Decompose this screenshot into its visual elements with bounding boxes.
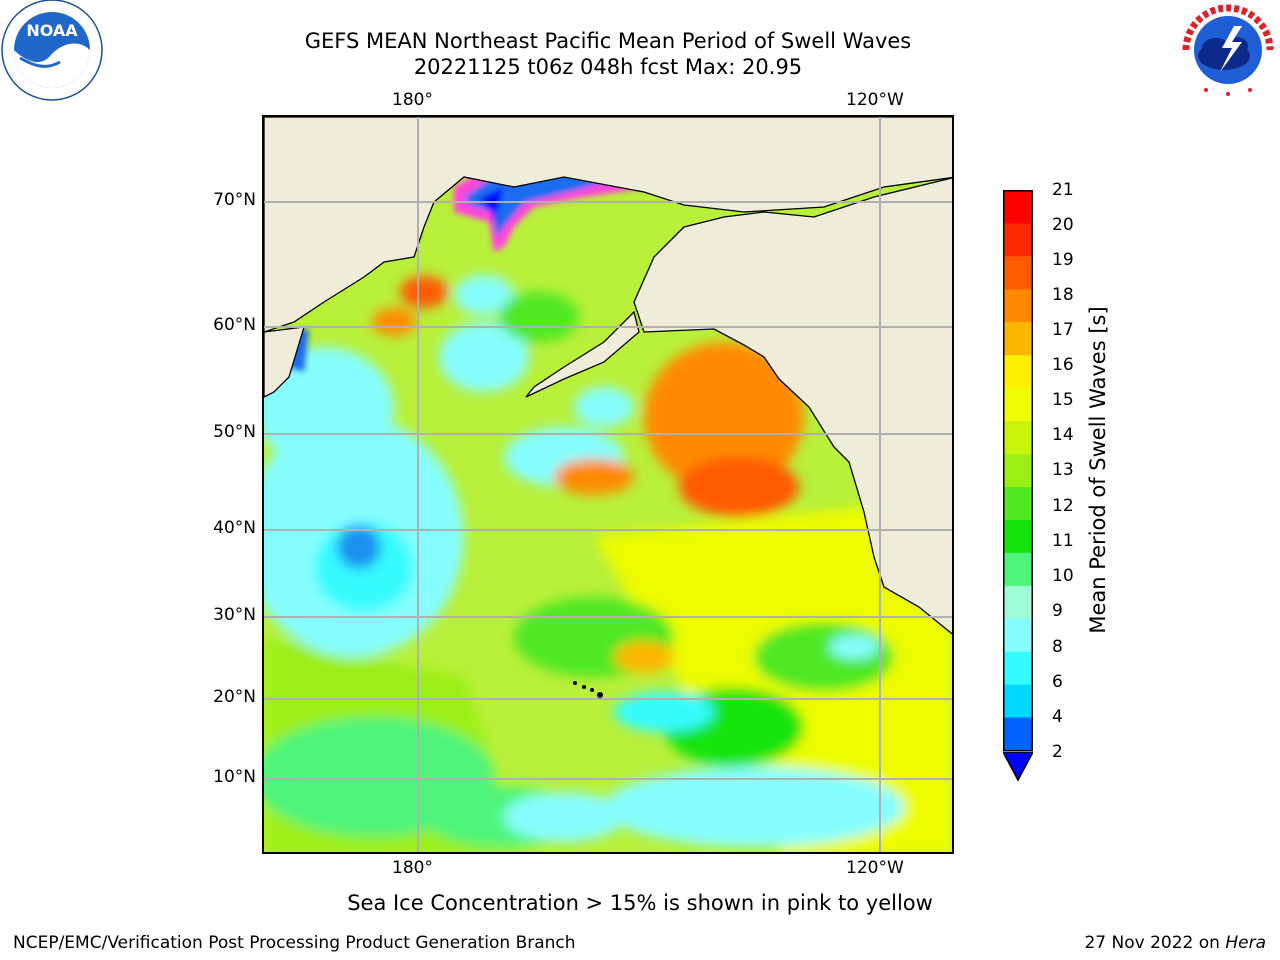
- hawaii-islands: [573, 681, 603, 698]
- producer-credit: NCEP/EMC/Verification Post Processing Pr…: [13, 933, 576, 953]
- colorbar-segment: [1003, 486, 1033, 520]
- lat-label-10n: 10°N: [213, 767, 256, 787]
- lon-label-top-180: 180°: [392, 90, 433, 110]
- colorbar-segment: [1003, 651, 1033, 685]
- colorbar-segment: [1003, 585, 1033, 619]
- lon-label-bottom-120w: 120°W: [846, 858, 904, 878]
- colorbar-label: Mean Period of Swell Waves [s]: [1086, 306, 1110, 634]
- lat-label-50n: 50°N: [213, 422, 256, 442]
- colorbar-tick-2: 2: [1052, 742, 1063, 762]
- colorbar-segment: [1003, 321, 1033, 356]
- swell-period-map: [264, 117, 952, 852]
- colorbar-segment: [1003, 222, 1033, 257]
- colorbar-segment: [1003, 190, 1033, 224]
- chart-subtitle: 20221125 t06z 048h fcst Max: 20.95: [413, 55, 803, 79]
- lon-label-top-120w: 120°W: [846, 90, 904, 110]
- colorbar-tick-4: 4: [1052, 707, 1063, 727]
- colorbar-tick-12: 12: [1052, 496, 1074, 516]
- lat-label-70n: 70°N: [213, 190, 256, 210]
- colorbar-under-arrow: [1003, 752, 1033, 782]
- generation-date: 27 Nov 2022 on Hera: [1084, 933, 1266, 953]
- colorbar-tick-15: 15: [1052, 390, 1074, 410]
- colorbar-segment: [1003, 387, 1033, 422]
- noaa-logo-icon: NOAA: [1, 0, 103, 101]
- colorbar-tick-13: 13: [1052, 460, 1074, 480]
- colorbar-tick-17: 17: [1052, 320, 1074, 340]
- colorbar-segment: [1003, 453, 1033, 487]
- lat-label-20n: 20°N: [213, 687, 256, 707]
- swell-field: [264, 275, 952, 852]
- chart-title: GEFS MEAN Northeast Pacific Mean Period …: [304, 29, 912, 53]
- colorbar-border: [1003, 190, 1033, 752]
- lat-label-40n: 40°N: [213, 518, 256, 538]
- colorbar-segment: [1003, 552, 1033, 586]
- land: [264, 117, 952, 635]
- generation-host: Hera: [1225, 933, 1266, 953]
- colorbar-segment: [1003, 618, 1033, 652]
- colorbar-tick-16: 16: [1052, 355, 1074, 375]
- noaa-logo-text: NOAA: [26, 21, 78, 40]
- colorbar-tick-18: 18: [1052, 285, 1074, 305]
- map-panel: [262, 115, 954, 854]
- lat-label-60n: 60°N: [213, 315, 256, 335]
- colorbar-tick-14: 14: [1052, 425, 1074, 445]
- generation-date-text: 27 Nov 2022 on: [1084, 933, 1226, 953]
- colorbar-segment: [1003, 519, 1033, 553]
- sea-ice-note: Sea Ice Concentration > 15% is shown in …: [347, 891, 933, 915]
- colorbar-segment: [1003, 255, 1033, 290]
- colorbar-tick-6: 6: [1052, 672, 1063, 692]
- colorbar-tick-19: 19: [1052, 250, 1074, 270]
- colorbar-segment: [1003, 684, 1033, 718]
- lat-label-30n: 30°N: [213, 605, 256, 625]
- colorbar-tick-8: 8: [1052, 637, 1063, 657]
- colorbar-tick-9: 9: [1052, 601, 1063, 621]
- colorbar-segment: [1003, 717, 1033, 751]
- nws-logo-icon: [1180, 2, 1276, 98]
- colorbar-segment: [1003, 420, 1033, 455]
- colorbar-tick-20: 20: [1052, 215, 1074, 235]
- colorbar: [1003, 190, 1033, 752]
- map-gridlines: [264, 117, 952, 852]
- colorbar-tick-10: 10: [1052, 566, 1074, 586]
- colorbar-segment: [1003, 354, 1033, 389]
- colorbar-tick-11: 11: [1052, 531, 1074, 551]
- colorbar-segment: [1003, 288, 1033, 323]
- lon-label-bottom-180: 180°: [392, 858, 433, 878]
- colorbar-tick-21: 21: [1052, 180, 1074, 200]
